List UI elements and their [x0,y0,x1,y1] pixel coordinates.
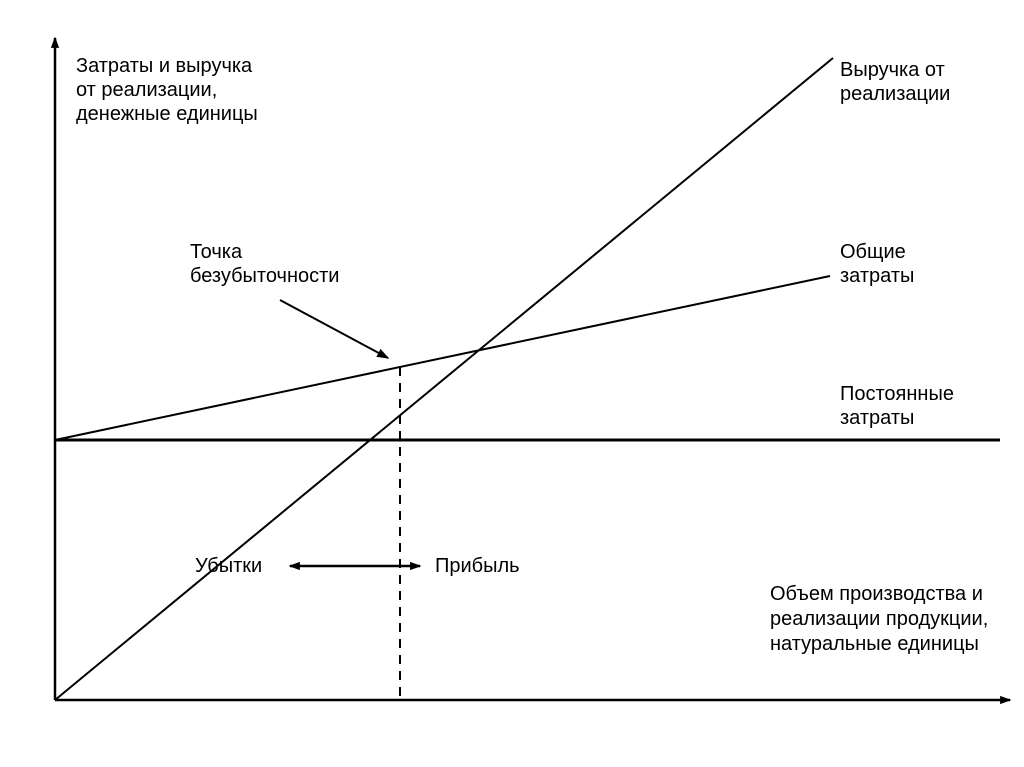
svg-text:Постоянные: Постоянные [840,383,954,405]
losses-label: Убытки [195,555,262,577]
svg-text:Затраты и выручка: Затраты и выручка [76,55,253,77]
svg-text:Выручка от: Выручка от [840,59,945,81]
svg-text:реализации продукции,: реализации продукции, [770,608,988,630]
svg-text:безубыточности: безубыточности [190,265,339,287]
svg-text:от реализации,: от реализации, [76,79,217,101]
svg-text:денежные единицы: денежные единицы [76,103,258,125]
total-costs-label: Общиезатраты [840,241,914,287]
breakeven-pointer-line [280,300,388,358]
svg-text:Объем производства и: Объем производства и [770,583,983,605]
fixed-costs-label: Постоянныезатраты [840,383,954,429]
profit-label: Прибыль [435,555,520,577]
revenue-line [55,58,833,700]
svg-text:натуральные единицы: натуральные единицы [770,633,979,655]
svg-text:реализации: реализации [840,83,950,105]
svg-text:затраты: затраты [840,407,914,429]
total-costs-line [55,276,830,440]
svg-text:Общие: Общие [840,241,906,263]
breakeven-label: Точкабезубыточности [190,241,339,287]
svg-text:Точка: Точка [190,241,243,263]
breakeven-chart: Затраты и выручкаот реализации,денежные … [0,0,1024,767]
svg-text:затраты: затраты [840,265,914,287]
y-axis-label: Затраты и выручкаот реализации,денежные … [76,55,258,125]
revenue-label: Выручка отреализации [840,59,950,105]
x-axis-label: Объем производства и реализации продукции… [770,583,988,655]
